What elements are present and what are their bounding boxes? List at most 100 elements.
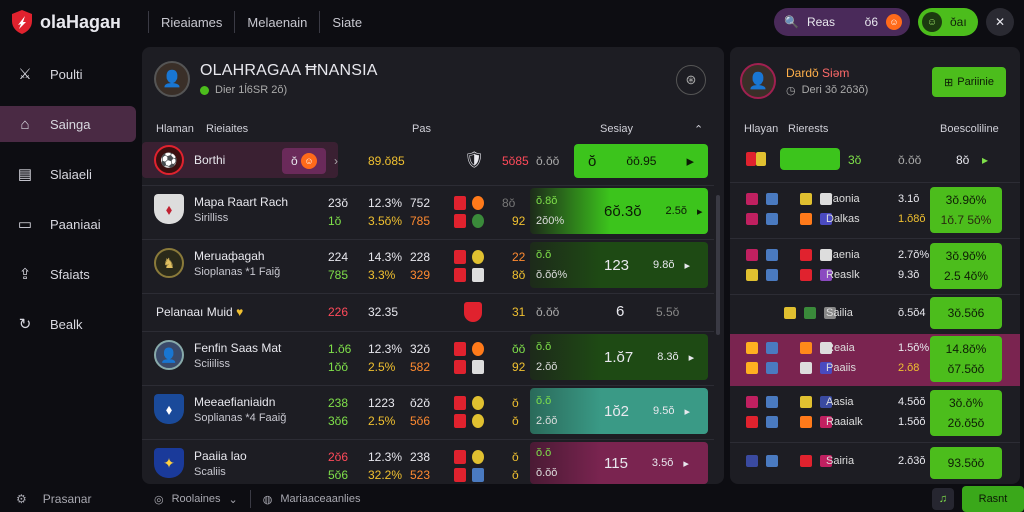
brand[interactable]: olaHagaн	[10, 9, 136, 35]
odds-block[interactable]: 3ŏ.9ŏ% 1ŏ.7 5ŏ%	[930, 187, 1002, 233]
odds-block[interactable]: 93.5ŏŏ	[930, 447, 1002, 479]
value-cell: ŏ2ŏ	[410, 396, 431, 410]
bottom-label: Mariaaceaanlies	[280, 493, 361, 505]
search-pill[interactable]: 🔍 Reas ŏ6 ☺	[774, 8, 910, 36]
sidebar-item-1[interactable]: ⚔ Poulti	[0, 56, 136, 92]
music-icon[interactable]: ♫	[932, 488, 954, 510]
value-cell: 3.3%	[368, 268, 396, 282]
right-panel: 👤 Dardŏ Siəm ◷ Deri 3ŏ 2ŏ3ŏ) ⊞ Pariinie Hl…	[730, 47, 1020, 484]
table-row[interactable]: ⬧ Meeaefianiaidn Soplianas *4 Faaiğ 238 3…	[142, 385, 714, 437]
list-item[interactable]: Reaia Paaiis 1.5ŏ% 2.ŏ8 14.8ŏ% ŏ7.5ŏŏ	[730, 334, 1020, 386]
target-icon[interactable]: ⊛	[676, 65, 706, 95]
value-cell: 329	[410, 268, 431, 282]
big-value: ŏ	[588, 152, 597, 170]
team-name: Reaia	[826, 342, 855, 354]
odds-value: 3ŏ.9ŏ%	[945, 193, 987, 207]
odds-block[interactable]: 3ŏ.5ŏ6	[930, 297, 1002, 329]
divider	[249, 490, 251, 508]
sidebar-item-4[interactable]: ▭ Paaniaai	[0, 206, 136, 242]
list-item[interactable]: Sailia ŏ.5ŏ4 3ŏ.5ŏ6	[730, 294, 1020, 332]
odds-block[interactable]: ŏ ŏŏ.95 ▸	[574, 144, 708, 178]
player-avatar: 👤	[154, 340, 184, 370]
col-header[interactable]: Rierests	[788, 123, 829, 135]
table-row[interactable]: ✦ Paaiia lao Scaliis 2ŏ6 5ŏ6 12.3% 32.2% …	[142, 439, 714, 484]
col-header[interactable]: Hlayan	[744, 123, 779, 135]
badge-icon	[820, 213, 832, 225]
list-item[interactable]: 3ŏ ŏ.ŏŏ 8ŏ ▸	[730, 142, 1020, 180]
table-row[interactable]: Pelanaaı Muid ♥ 226 32.35 31 ŏ.ŏŏ 6 5.5ŏ	[142, 293, 714, 329]
crest-icon: 🛡	[464, 152, 485, 169]
col-header[interactable]: Rieiaites	[206, 123, 249, 135]
sidebar-item-3[interactable]: ▤ Slaiaeli	[0, 156, 136, 192]
team-name: Aasia	[826, 396, 854, 408]
odds-block[interactable]: ŏ.8ŏ 2ŏ0% 6ŏ.3ŏ 2.5ŏ ▸	[530, 188, 708, 234]
value-cell: 2.ŏŏ	[536, 361, 558, 373]
odds-block[interactable]: ŏ.ŏ ŏ.ŏŏ% 123 9.8ŏ ▸	[530, 242, 708, 288]
col-header[interactable]: Boescoliline	[940, 123, 999, 135]
odds-block[interactable]: ŏ.ŏ ŏ.ŏŏ 115 3.5ŏ ▸	[530, 442, 708, 484]
badge-icon	[800, 193, 812, 205]
sidebar-item-2[interactable]: ⌂ Sainga	[0, 106, 136, 142]
clock-icon: ◷	[786, 84, 796, 97]
team-cell: ✦ Paaiia lao Scaliis	[154, 448, 247, 478]
badge-icon	[804, 307, 816, 319]
odds-block[interactable]: 14.8ŏ% ŏ7.5ŏŏ	[930, 336, 1002, 382]
brand-name: olaHagaн	[40, 11, 121, 32]
odds-block[interactable]: 3ŏ.9ŏ% 2.5 4ŏ%	[930, 243, 1002, 289]
flag-icon	[746, 455, 758, 467]
share-icon: ⇪	[18, 266, 32, 283]
nav-item-3[interactable]: Siate	[332, 14, 363, 30]
main-title: OLAHRAGAA ĦNANSIA	[200, 62, 378, 79]
bottom-link[interactable]: ◍ Mariaaceaanlies	[251, 486, 373, 512]
list-icons	[746, 342, 832, 374]
team-cell: ⬧ Mapa Raart Rach Sirilliss	[154, 194, 288, 224]
team-sub: Sirilliss	[194, 211, 229, 224]
sort-icon[interactable]: ⌃	[694, 124, 704, 136]
col-header[interactable]: Sesiay	[600, 123, 634, 135]
table-row[interactable]: ♞ Meruaфagah Sioplanas *1 Faiğ 224 785 14…	[142, 239, 714, 291]
table-row[interactable]: ⬧ Mapa Raart Rach Sirilliss 23ŏ 1ŏ 12.3% …	[142, 185, 714, 237]
swords-icon: ⚔	[18, 66, 32, 83]
right-action-button[interactable]: ⊞ Pariinie	[932, 67, 1006, 97]
value-cell: 12.3%	[368, 342, 403, 356]
list-item[interactable]: Faonia Dalkas 3.1ŏ 1.ŏ8ŏ 3ŏ.9ŏ% 1ŏ.7 5ŏ%	[730, 182, 1020, 236]
bottom-action-button[interactable]: Rasnt	[962, 486, 1024, 512]
chevron-right-icon: ▸	[686, 153, 694, 170]
bottom-dropdown[interactable]: ◎ Roolaines ⌄	[142, 486, 250, 512]
value-cell: 2.7ŏ%	[898, 249, 930, 261]
right-title: Dardŏ Siəm	[786, 66, 868, 80]
team-sub: Sioplanas *1 Faiğ	[194, 265, 281, 278]
flag-icon	[784, 307, 796, 319]
nav-item-2[interactable]: Melaenain	[247, 14, 308, 30]
value-cell: 238	[410, 450, 431, 464]
odds-block[interactable]: ŏ.ŏ 2.ŏŏ 1ŏ2 9.5ŏ ▸	[530, 388, 708, 434]
sidebar-item-5[interactable]: ⇪ Sfaiats	[0, 256, 136, 292]
list-icons	[746, 193, 832, 225]
list-item[interactable]: Faenia Reaslk 2.7ŏ% 9.3ŏ 3ŏ.9ŏ% 2.5 4ŏ%	[730, 238, 1020, 292]
flag-icon	[756, 152, 766, 166]
big-value: 1ŏ2	[604, 402, 630, 420]
list-item[interactable]: Aasia Raaialk 4.5ŏŏ 1.5ŏŏ 3ŏ.ŏ% 2ŏ.ŏ5ŏ	[730, 388, 1020, 440]
score-chip[interactable]: ŏ ☺	[282, 148, 326, 174]
list-item[interactable]: Sairia 2.ŏ3ŏ 93.5ŏŏ	[730, 442, 1020, 482]
scrollbar[interactable]	[716, 195, 720, 335]
chevron-down-icon: ⌄	[228, 493, 238, 506]
table-row[interactable]: 👤 Fenfin Saas Mat Sciiiliss 1.ŏ6 1ŏŏ 12.3…	[142, 331, 714, 383]
value-cell: 8ŏ	[956, 153, 970, 167]
col-header[interactable]: Pas	[412, 123, 431, 135]
chevron-right-icon: ▸	[684, 259, 690, 272]
col-header[interactable]: Hlaman	[156, 123, 194, 135]
list-values: 4.5ŏŏ 1.5ŏŏ	[898, 396, 926, 428]
close-icon[interactable]: ✕	[986, 8, 1014, 36]
sidebar-item-6[interactable]: ↻ Bealk	[0, 306, 136, 342]
table-row[interactable]: ⚽ Borthi ŏ ☺ › 89.ŏ85 🛡 5ŏ85 ŏ.ŏŏ ŏ ŏŏ.9…	[142, 142, 714, 182]
user-pill[interactable]: ☺ ŏaı	[918, 8, 978, 36]
odds-block[interactable]: 3ŏ.ŏ% 2ŏ.ŏ5ŏ	[930, 390, 1002, 436]
top-bar: olaHagaн Rieaiames Melaenain Siate 🔍 Rea…	[0, 0, 1024, 44]
sidebar-item-label: Sainga	[50, 116, 91, 132]
sidebar-footer[interactable]: ⚙ Prasanar	[16, 492, 91, 506]
nav-item-1[interactable]: Rieaiames	[161, 14, 223, 30]
subtitle-text: Deri 3ŏ 2ŏ3ŏ)	[801, 84, 869, 96]
odds-block[interactable]: ŏ.ŏ 2.ŏŏ 1.ŏ7 8.3ŏ ▸	[530, 334, 708, 380]
team-name: Dalkas	[826, 213, 860, 225]
